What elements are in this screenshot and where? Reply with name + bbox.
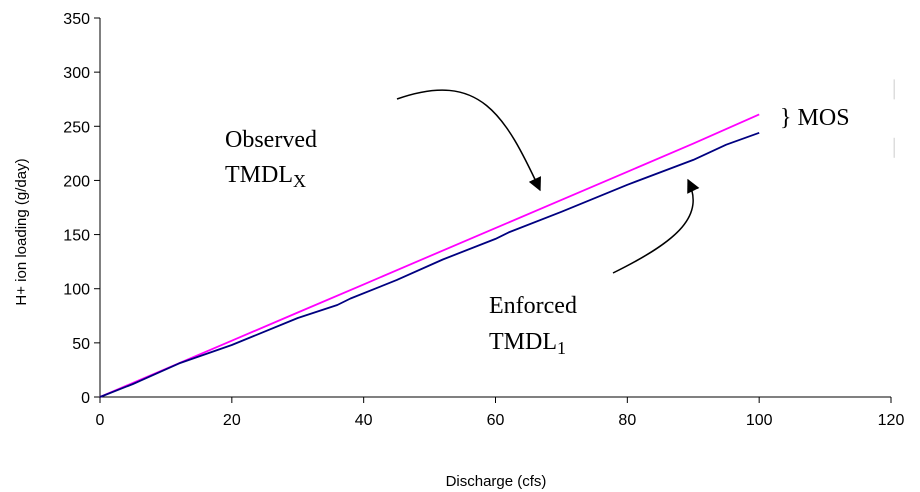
enforced-arrow xyxy=(612,178,700,274)
y-tick-label: 100 xyxy=(63,282,90,299)
y-axis-title: H+ ion loading (g/day) xyxy=(13,158,30,305)
mos-label: } MOS xyxy=(780,105,850,131)
observed-label-line1: Observed xyxy=(225,127,317,153)
observed-label-line2: TMDLX xyxy=(225,162,306,191)
x-tick-label: 60 xyxy=(487,412,505,429)
y-tick-label: 350 xyxy=(63,11,90,28)
x-tick-label: 120 xyxy=(878,412,905,429)
enforced-label-line1: Enforced xyxy=(489,293,577,319)
x-tick-label: 0 xyxy=(96,412,105,429)
y-tick-label: 50 xyxy=(72,336,90,353)
observed-arrow xyxy=(396,89,541,192)
axes: 0 50 100 150 200 250 300 350 0 20 40 60 80 100 120 xyxy=(63,11,904,429)
series-layer xyxy=(99,79,895,398)
y-tick-label: 0 xyxy=(81,390,90,407)
enforced-label-tmdl: TMDL xyxy=(489,329,557,355)
x-tick-label: 20 xyxy=(223,412,241,429)
y-tick-label: 300 xyxy=(63,65,90,82)
enforced-label-sub: 1 xyxy=(557,338,566,358)
series-line-enforced xyxy=(99,131,760,398)
x-tick-label: 80 xyxy=(618,412,636,429)
observed-label-tmdl: TMDL xyxy=(225,162,293,188)
series-line-observed xyxy=(99,113,760,398)
enforced-label-line2: TMDL1 xyxy=(489,329,566,358)
observed-label-sub: X xyxy=(293,171,306,191)
x-axis-title: Discharge (cfs) xyxy=(446,473,547,490)
y-tick-label: 250 xyxy=(63,119,90,136)
y-tick-label: 200 xyxy=(63,173,90,190)
x-tick-label: 100 xyxy=(746,412,773,429)
y-tick-label: 150 xyxy=(63,228,90,245)
x-tick-label: 40 xyxy=(355,412,373,429)
